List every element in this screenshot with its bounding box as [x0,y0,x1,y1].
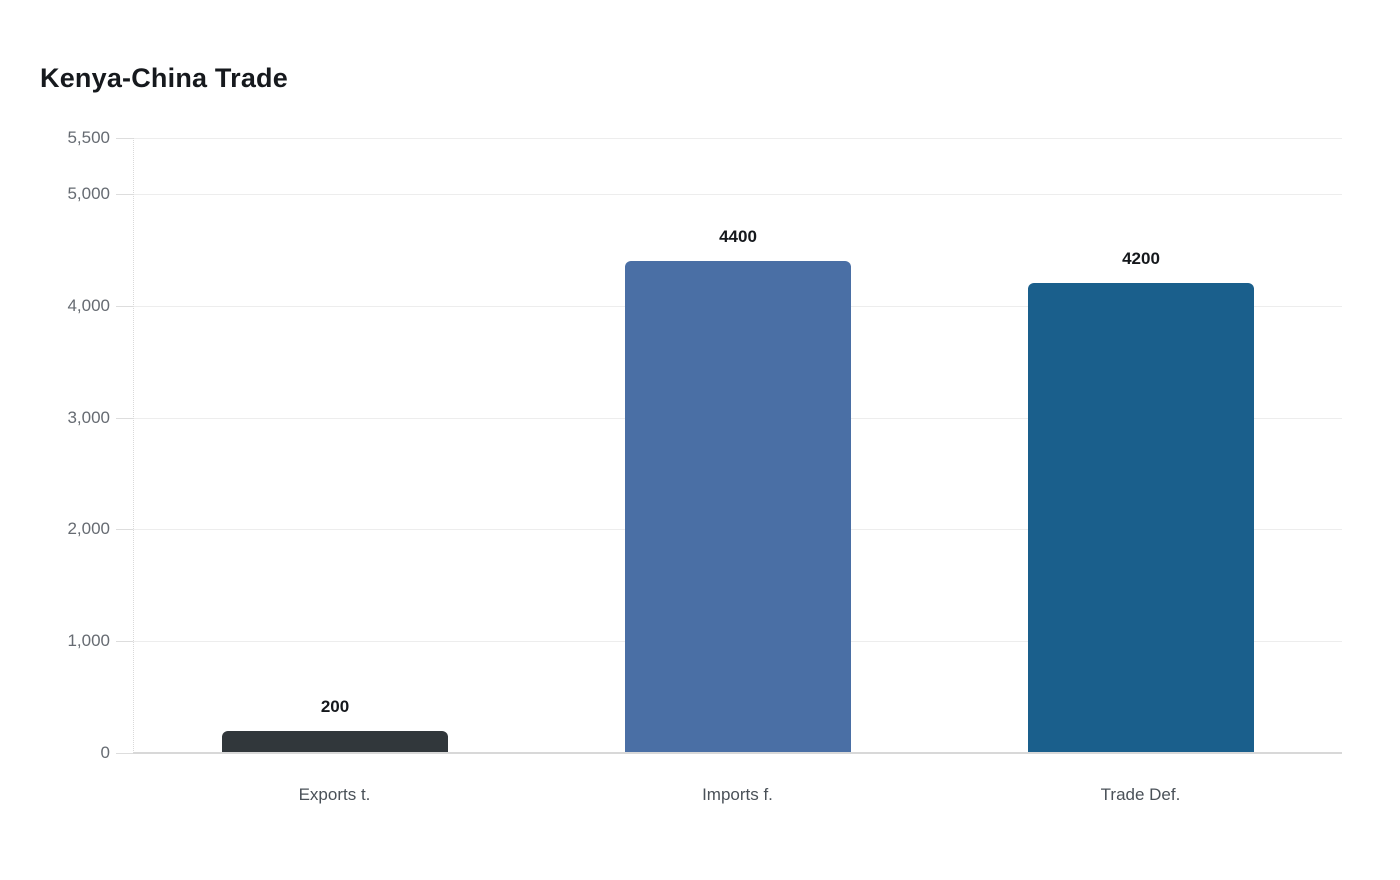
y-axis-tick [116,753,133,754]
y-gridline [133,138,1342,139]
y-axis-tick-label: 2,000 [67,519,110,538]
y-axis-tick [116,529,133,530]
bar-exports-t [222,731,448,752]
y-axis-tick [116,138,133,139]
y-axis-tick-label: 3,000 [67,408,110,427]
y-axis-tick-label: 0 [100,743,110,762]
y-axis-tick [116,641,133,642]
y-axis-tick [116,194,133,195]
bar-value-label: 200 [320,697,350,716]
y-axis-line [133,138,134,753]
chart-title: Kenya-China Trade [40,63,288,93]
y-gridline [133,752,1342,754]
y-axis-tick [116,418,133,419]
x-axis-category-label: Imports f. [702,785,773,804]
y-axis-tick-label: 1,000 [67,631,110,650]
bar-value-label: 4400 [719,227,757,246]
x-axis-category-label: Exports t. [298,785,371,804]
y-axis-tick [116,306,133,307]
y-axis-tick-label: 5,500 [67,128,110,147]
x-axis-category-label: Trade Def. [1100,785,1181,804]
y-gridline [133,194,1342,195]
y-axis-tick-label: 4,000 [67,296,110,315]
bar-trade-def [1028,283,1254,752]
bar-value-label: 4200 [1122,249,1160,268]
y-axis-tick-label: 5,000 [67,184,110,203]
bar-imports-f [625,261,851,752]
